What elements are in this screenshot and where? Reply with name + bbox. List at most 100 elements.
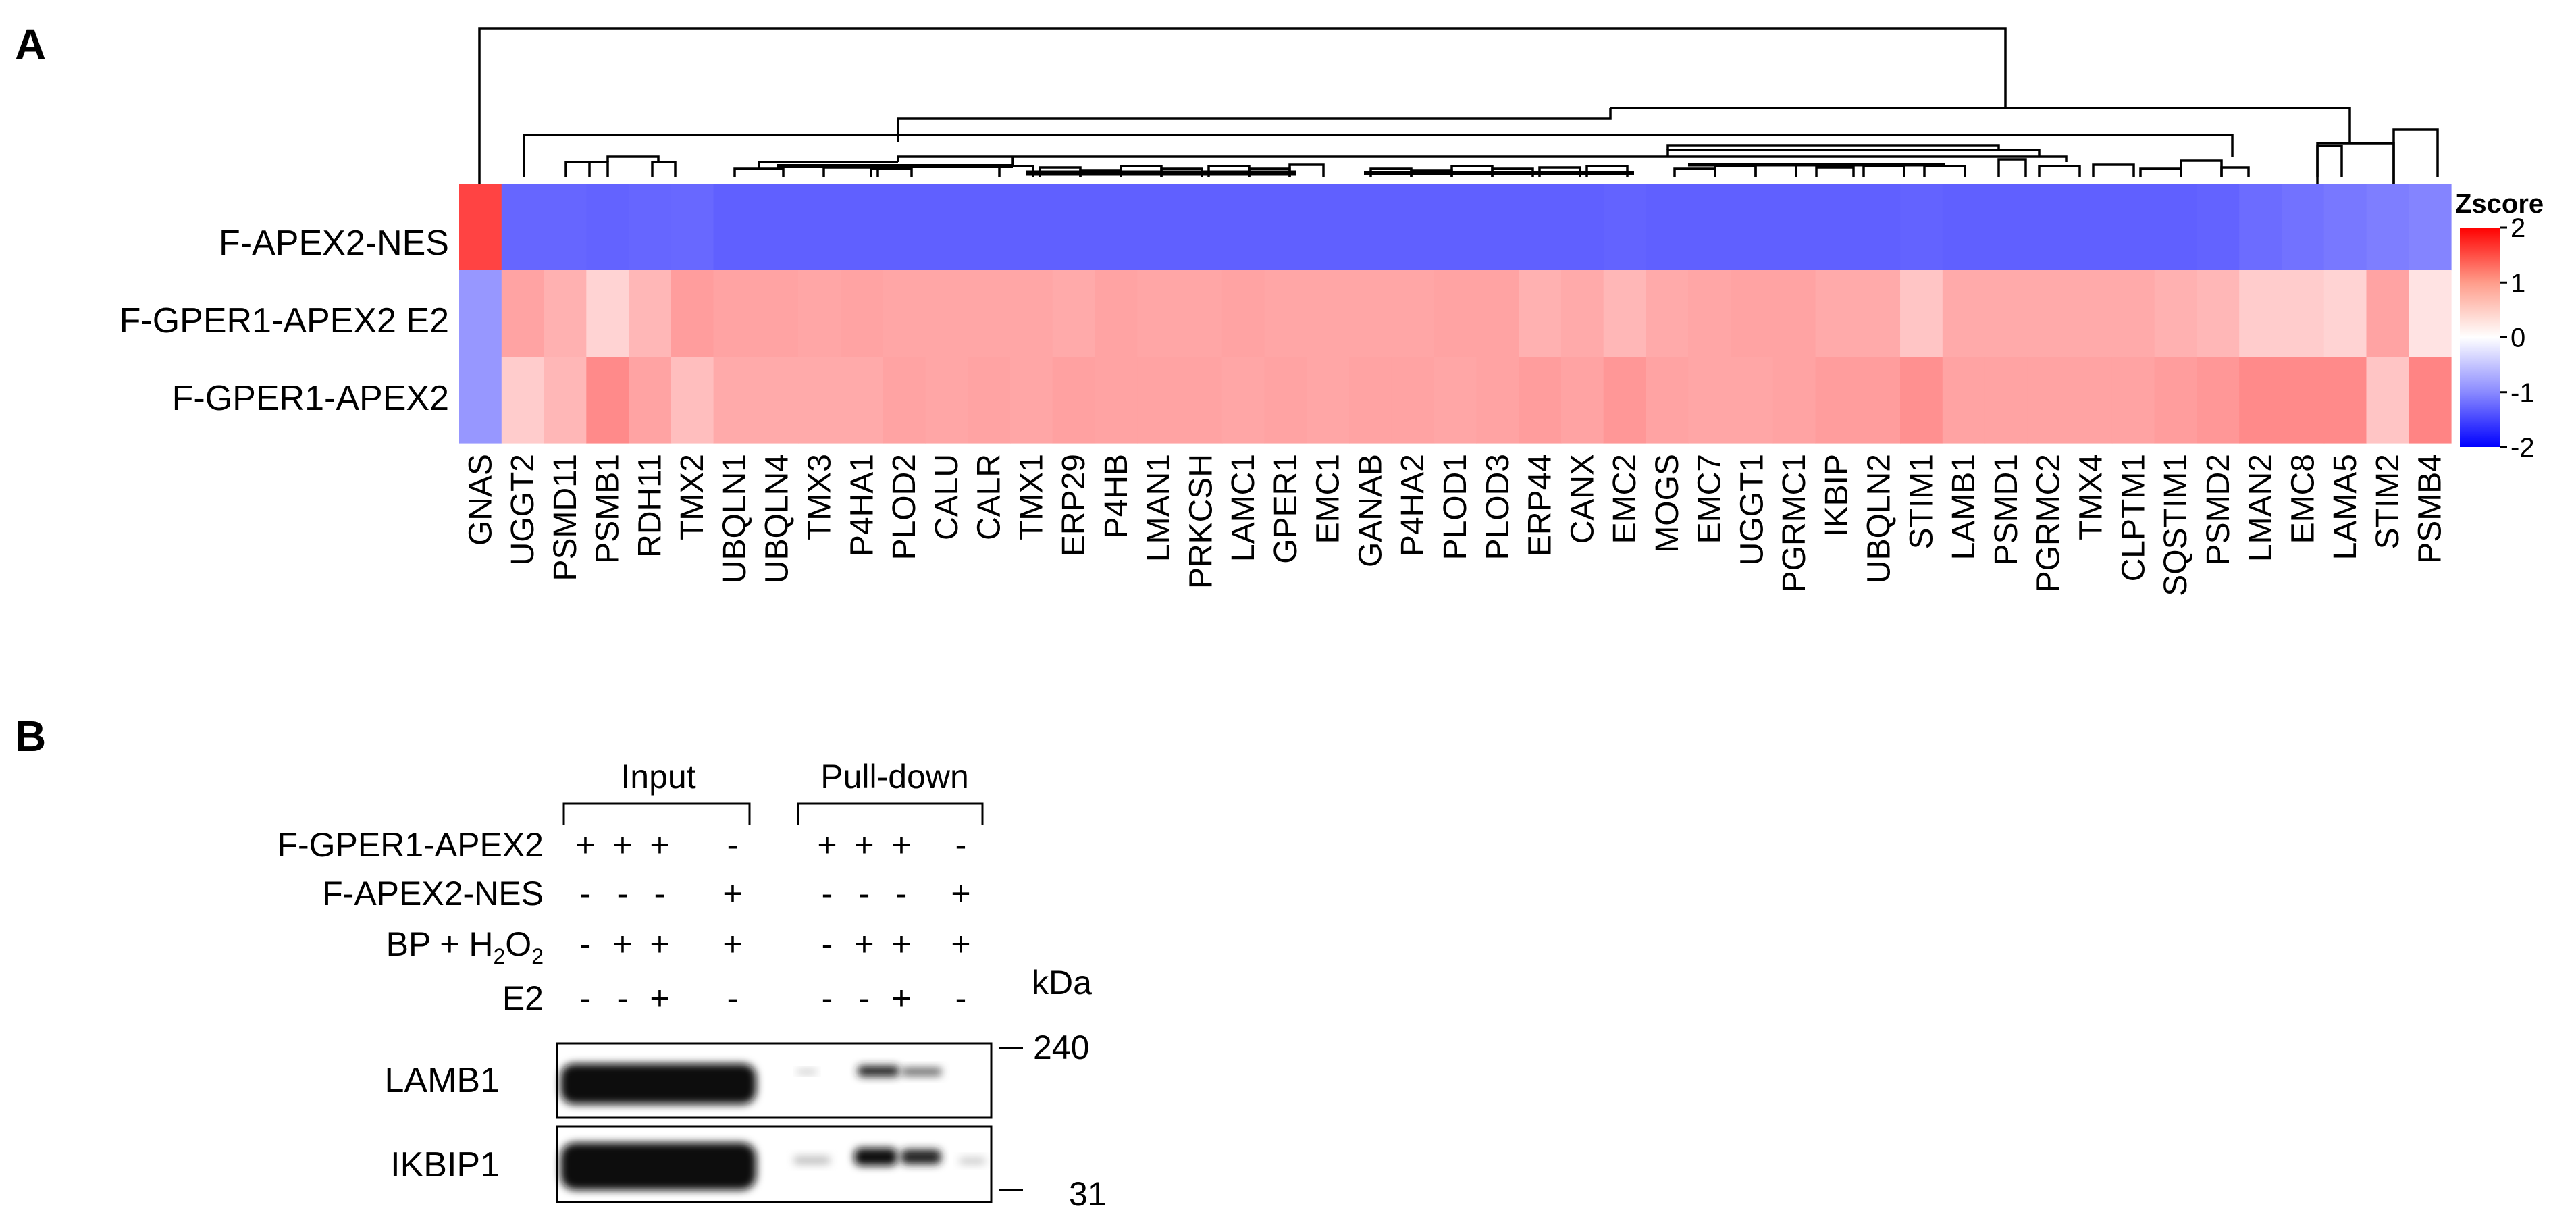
heatmap-cell [1603,270,1647,357]
heatmap-cell [2070,184,2113,271]
heatmap-cell [501,184,545,271]
column-label: PGRMC2 [2031,454,2067,592]
row-label: F-GPER1-APEX2 [172,379,449,418]
heatmap-cell [1095,270,1138,357]
heatmap-cell [1307,270,1350,357]
heatmap-cell [2070,270,2113,357]
heatmap-cell [544,270,587,357]
heatmap-cell [1603,184,1647,271]
heatmap-cell [713,184,756,271]
heatmap-cell [1476,184,1519,271]
heatmap-cell [2027,357,2070,444]
column-label: TMX3 [802,454,838,540]
heatmap-cell [1009,184,1053,271]
heatmap-cell [1180,270,1223,357]
heatmap-cell [883,270,926,357]
pulldown-sign: - [859,875,870,912]
pulldown-sign: - [955,826,967,864]
blot-label-ikbip1: IKBIP1 [390,1145,500,1185]
column-label: P4HA1 [844,454,880,556]
column-label: UBQLN1 [717,454,753,583]
pulldown-sign: - [822,979,833,1017]
heatmap-cell [501,357,545,444]
heatmap-cell [1180,357,1223,444]
column-label: CALU [929,454,965,540]
column-label: PRKCSH [1183,454,1219,589]
input-sign: + [650,979,669,1017]
heatmap-cell [501,270,545,357]
heatmap-cell [968,270,1011,357]
heatmap-cell [459,357,502,444]
kda-label: kDa [1032,964,1092,1002]
input-sign: - [727,979,739,1017]
heatmap-cell [1264,357,1307,444]
band [858,1066,899,1077]
heatmap-cell [1434,357,1477,444]
band [901,1068,942,1076]
heatmap-cell [1052,184,1096,271]
colorbar-tick-label: -1 [2511,378,2535,408]
column-label: RDH11 [632,454,668,558]
heatmap-cell [1984,270,2028,357]
pulldown-sign: - [822,925,833,963]
pulldown-sign: - [859,979,870,1017]
heatmap-cell [1519,270,1562,357]
condition-label-bp-h2o2: BP + H2O2 [386,925,544,968]
column-labels: GNAS UGGT2 PSMD11 PSMB1 RDH11 TMX2 UBQLN1 UBQLN… [463,454,2448,596]
heatmap-cell [2409,270,2452,357]
heatmap-cell [2409,184,2452,271]
heatmap-cell [1942,357,1986,444]
column-label: CALR [972,454,1007,540]
band [560,1064,756,1104]
column-label: SQSTIM1 [2158,454,2194,596]
column-label: STIM2 [2370,454,2406,549]
colorbar-tick-label: 1 [2511,268,2525,298]
input-sign: - [654,875,666,912]
heatmap-cell [2027,270,2070,357]
heatmap-cell [756,184,799,271]
heatmap-cell [925,270,968,357]
condition-signs: + + + - + + + -- - - + - - - +- + + + - + + +- - + - - - + - [575,826,970,1017]
input-sign: + [650,925,669,963]
heatmap-cell [2111,184,2155,271]
colorbar-tick-label: 2 [2511,213,2525,243]
heatmap-cell [1560,357,1604,444]
heatmap-cell [1391,184,1435,271]
heatmap-cell [1900,184,1943,271]
pulldown-bracket [797,802,984,825]
input-sign: + [722,925,742,963]
heatmap-cell [1264,184,1307,271]
column-label: TMX2 [675,454,710,540]
heatmap-cell [1434,184,1477,271]
heatmap-cell [2154,184,2198,271]
column-label: GPER1 [1268,454,1304,564]
heatmap-cell [1603,357,1647,444]
column-label: UGGT1 [1734,454,1770,565]
heatmap-cell [1646,184,1689,271]
pulldown-sign: + [854,925,874,963]
heatmap-cell [713,270,756,357]
heatmap-cell [2027,184,2070,271]
heatmap-cell [2323,184,2367,271]
column-label: EMC1 [1311,454,1346,544]
heatmap-cell [1221,270,1265,357]
column-label: EMC8 [2285,454,2321,544]
column-label: ERP29 [1056,454,1092,556]
heatmap-cell [713,357,756,444]
heatmap-cell [2281,184,2325,271]
column-label: LAMB1 [1946,454,1982,560]
column-label: MOGS [1650,454,1685,553]
heatmap-cell [1095,184,1138,271]
band [959,1158,986,1164]
heatmap-cell [1815,357,1858,444]
column-label: LAMA5 [2328,454,2363,560]
column-label: PSMB1 [590,454,626,564]
heatmap-cell [798,270,841,357]
input-sign: + [612,925,632,963]
heatmap-cell [2323,270,2367,357]
heatmap-cell [840,270,884,357]
pulldown-sign: - [896,875,908,912]
heatmap-cell [1476,270,1519,357]
input-group-label: Input [621,758,695,796]
heatmap-cell [671,357,714,444]
